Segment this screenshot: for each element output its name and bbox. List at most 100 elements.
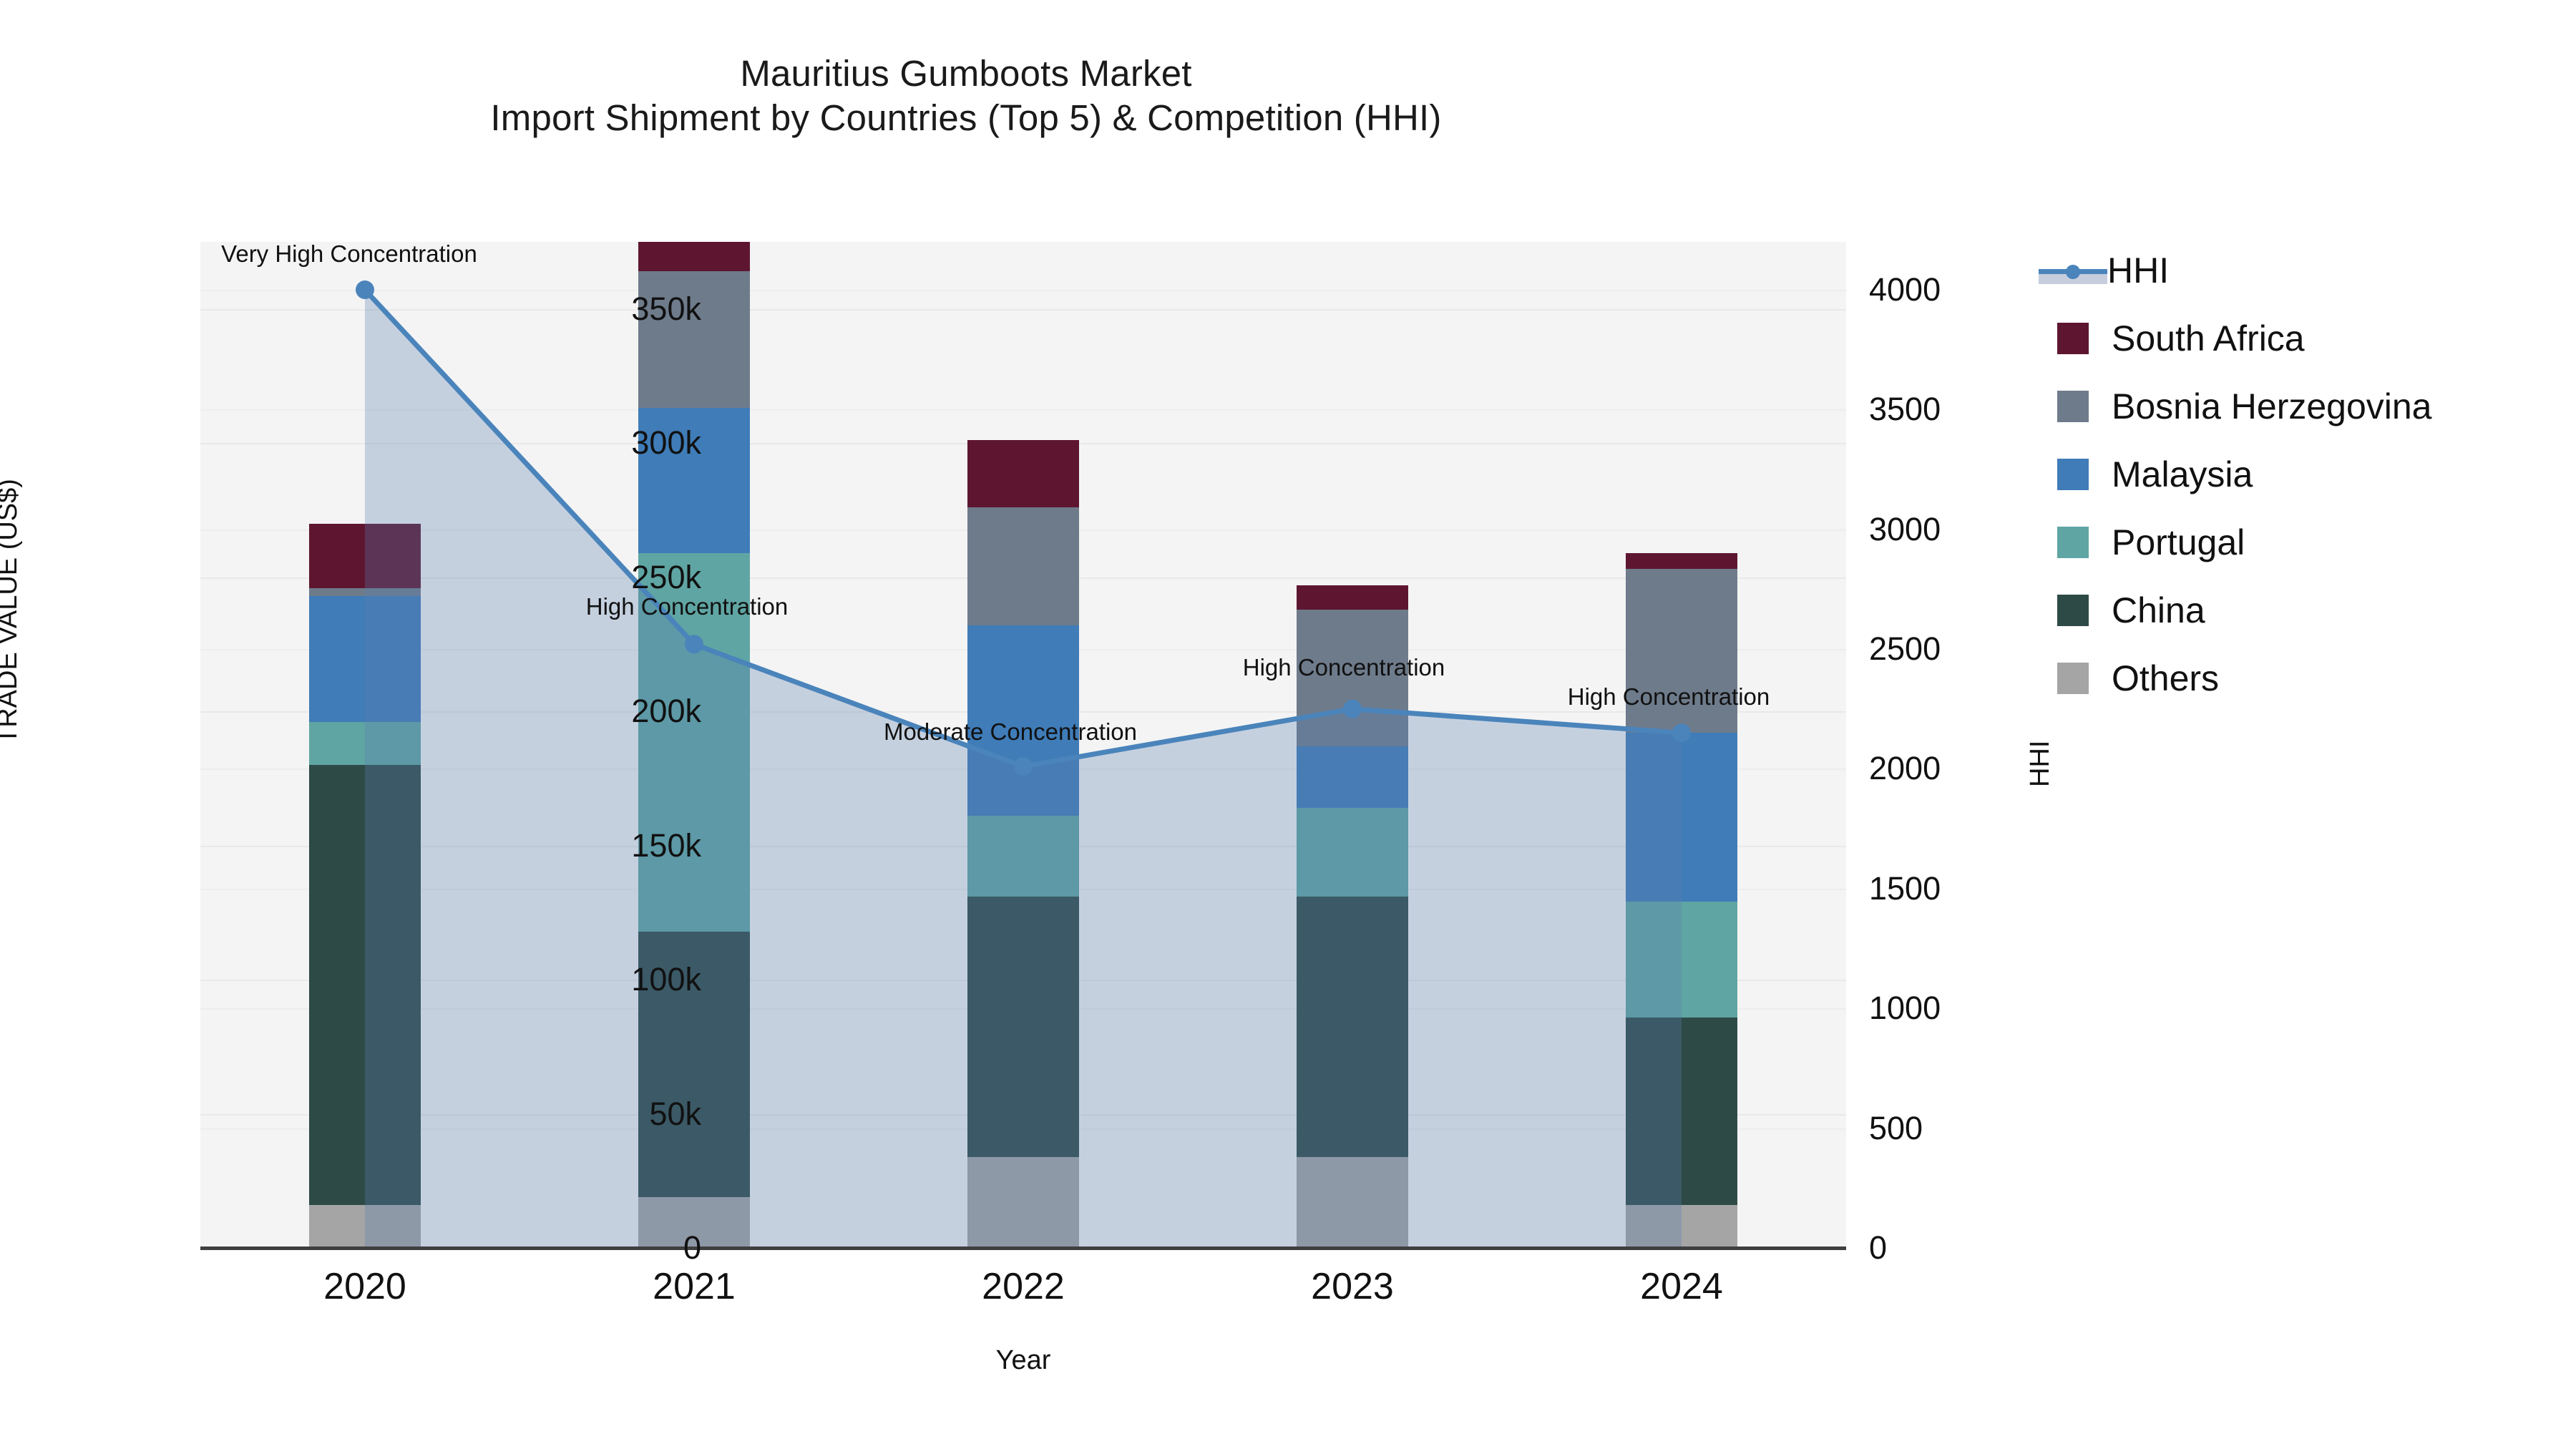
x-tick-2020: 2020 xyxy=(323,1266,406,1307)
bar-segment-malaysia[interactable] xyxy=(308,595,421,723)
chart-title-line-1: Mauritius Gumboots Market xyxy=(740,53,1192,94)
bar-segment-portugal[interactable] xyxy=(308,722,421,766)
legend-item-malaysia[interactable]: Malaysia xyxy=(2057,440,2572,508)
y-tick-right-3000: 3000 xyxy=(1869,510,1941,547)
legend-label: Others xyxy=(2112,658,2220,698)
gridline-secondary xyxy=(200,289,1846,291)
bar-segment-china[interactable] xyxy=(967,896,1080,1157)
bar-segment-china[interactable] xyxy=(638,931,751,1197)
bar-segment-portugal[interactable] xyxy=(1625,902,1738,1018)
y-tick-right-3500: 3500 xyxy=(1869,391,1941,428)
gridline xyxy=(200,308,1846,311)
y-tick-right-2000: 2000 xyxy=(1869,750,1941,787)
bar-segment-bosnia-herzegovina[interactable] xyxy=(1625,569,1738,733)
bar-segment-south-africa[interactable] xyxy=(638,242,751,272)
y-axis-right-title: HHI xyxy=(2025,740,2055,787)
x-axis-title: Year xyxy=(995,1345,1051,1375)
legend-line-key-icon xyxy=(2039,255,2107,286)
legend-swatch-icon xyxy=(2057,390,2089,422)
bar-segment-south-africa[interactable] xyxy=(308,523,421,588)
y-tick-left-100k: 100k xyxy=(631,961,701,998)
bar-segment-china[interactable] xyxy=(308,765,421,1206)
bar-segment-china[interactable] xyxy=(1296,896,1409,1157)
hhi-annotation-2020: Very High Concentration xyxy=(221,240,477,267)
y-tick-left-350k: 350k xyxy=(631,290,701,327)
bar-stack-2020[interactable] xyxy=(308,242,421,1248)
bar-segment-portugal[interactable] xyxy=(1296,808,1409,897)
y-axis-left-title: TRADE VALUE (US$) xyxy=(0,479,23,744)
legend-swatch-icon xyxy=(2057,458,2089,490)
legend-swatch-icon xyxy=(2057,322,2089,354)
bar-segment-others[interactable] xyxy=(1625,1205,1738,1248)
y-tick-right-2500: 2500 xyxy=(1869,630,1941,668)
hhi-annotation-2023: High Concentration xyxy=(1242,653,1445,680)
legend-label: Malaysia xyxy=(2112,454,2253,494)
legend-item-hhi[interactable]: HHI xyxy=(2039,236,2572,304)
bar-segment-malaysia[interactable] xyxy=(1625,733,1738,902)
legend-swatch-icon xyxy=(2057,662,2089,694)
hhi-marker-2020[interactable] xyxy=(356,280,374,299)
bar-segment-others[interactable] xyxy=(967,1156,1080,1248)
bar-segment-portugal[interactable] xyxy=(967,816,1080,897)
bar-segment-south-africa[interactable] xyxy=(967,440,1080,508)
y-tick-left-250k: 250k xyxy=(631,558,701,595)
bar-segment-others[interactable] xyxy=(308,1205,421,1248)
plot-area: Very High Concentration High Concentratio… xyxy=(200,240,1846,1249)
gridline-secondary xyxy=(200,409,1846,411)
x-tick-2022: 2022 xyxy=(982,1266,1065,1307)
y-tick-left-300k: 300k xyxy=(631,424,701,462)
bar-stack-2023[interactable] xyxy=(1296,242,1409,1248)
legend-label: China xyxy=(2112,590,2205,630)
chart-title-block: Mauritius Gumboots Market Import Shipmen… xyxy=(0,52,1932,140)
legend-item-south-africa[interactable]: South Africa xyxy=(2057,304,2572,372)
legend-swatch-icon xyxy=(2057,594,2089,626)
bar-segment-malaysia[interactable] xyxy=(638,408,751,553)
y-tick-left-150k: 150k xyxy=(631,826,701,864)
y-tick-right-1000: 1000 xyxy=(1869,990,1941,1027)
x-tick-2021: 2021 xyxy=(653,1266,736,1307)
bar-segment-malaysia[interactable] xyxy=(967,625,1080,816)
bar-segment-portugal[interactable] xyxy=(638,552,751,932)
hhi-marker-2023[interactable] xyxy=(1343,699,1362,718)
bar-segment-south-africa[interactable] xyxy=(1296,585,1409,610)
hhi-marker-2021[interactable] xyxy=(685,635,703,654)
hhi-line-series xyxy=(356,280,1691,1248)
y-tick-left-0: 0 xyxy=(683,1229,701,1266)
bar-segment-china[interactable] xyxy=(1625,1017,1738,1206)
hhi-annotation-2021: High Concentration xyxy=(585,593,789,620)
y-tick-right-1500: 1500 xyxy=(1869,869,1941,907)
legend-label: HHI xyxy=(2107,250,2170,291)
y-tick-right-0: 0 xyxy=(1869,1229,1888,1266)
hhi-marker-2022[interactable] xyxy=(1014,757,1033,776)
bar-segment-others[interactable] xyxy=(638,1196,751,1248)
y-tick-left-50k: 50k xyxy=(649,1095,701,1132)
bar-segment-bosnia-herzegovina[interactable] xyxy=(1296,609,1409,746)
bar-segment-bosnia-herzegovina[interactable] xyxy=(308,587,421,596)
legend-item-bosnia-herzegovina[interactable]: Bosnia Herzegovina xyxy=(2057,372,2572,440)
y-tick-right-4000: 4000 xyxy=(1869,270,1941,308)
hhi-marker-2024[interactable] xyxy=(1672,723,1691,743)
bar-segment-bosnia-herzegovina[interactable] xyxy=(638,271,751,409)
bar-segment-others[interactable] xyxy=(1296,1156,1409,1248)
bar-segment-bosnia-herzegovina[interactable] xyxy=(967,507,1080,626)
legend-item-others[interactable]: Others xyxy=(2057,644,2572,712)
y-tick-left-200k: 200k xyxy=(631,693,701,730)
chart-legend: HHI South Africa Bosnia Herzegovina Malaysi… xyxy=(2039,236,2572,712)
bar-segment-south-africa[interactable] xyxy=(1625,552,1738,570)
y-tick-right-500: 500 xyxy=(1869,1109,1923,1146)
legend-label: Portugal xyxy=(2112,522,2245,562)
legend-swatch-icon xyxy=(2057,526,2089,558)
bar-segment-malaysia[interactable] xyxy=(1296,746,1409,809)
legend-item-portugal[interactable]: Portugal xyxy=(2057,508,2572,576)
x-tick-2023: 2023 xyxy=(1311,1266,1394,1307)
legend-item-china[interactable]: China xyxy=(2057,576,2572,644)
bar-stack-2024[interactable] xyxy=(1625,242,1738,1248)
bar-stack-2022[interactable] xyxy=(967,242,1080,1248)
legend-label: Bosnia Herzegovina xyxy=(2112,386,2432,426)
hhi-annotation-2024: High Concentration xyxy=(1567,683,1770,711)
hhi-annotation-2022: Moderate Concentration xyxy=(883,718,1138,746)
chart-title-line-2: Import Shipment by Countries (Top 5) & C… xyxy=(490,97,1442,139)
bar-stack-2021[interactable] xyxy=(638,242,751,1248)
x-tick-2024: 2024 xyxy=(1640,1266,1723,1307)
